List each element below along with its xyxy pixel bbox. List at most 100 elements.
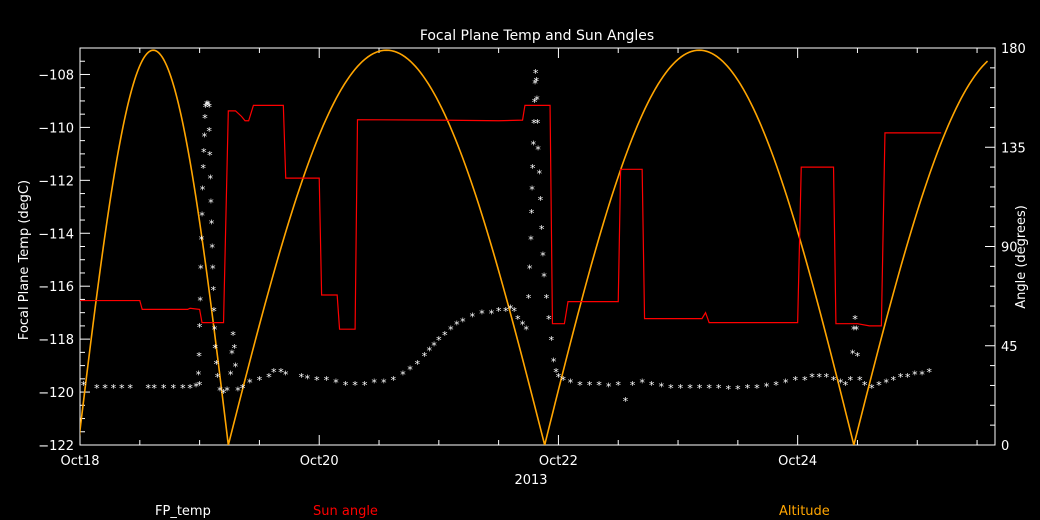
fp-temp-point: * (371, 376, 378, 389)
fp-temp-point: * (196, 379, 203, 392)
fp-temp-point: * (735, 383, 742, 396)
fp-temp-point: * (333, 376, 340, 389)
fp-temp-point: * (495, 305, 502, 318)
fp-temp-point: * (897, 371, 904, 384)
fp-temp-point: * (380, 376, 387, 389)
fp-temp-point: * (548, 334, 555, 347)
fp-temp-point: * (229, 347, 236, 360)
fp-temp-point: * (202, 112, 209, 125)
fp-temp-point: * (830, 374, 837, 387)
fp-temp-point: * (213, 358, 220, 371)
y-left-tick-label: −110 (38, 121, 74, 136)
fp-temp-point: * (151, 382, 158, 395)
fp-temp-point: * (919, 369, 926, 382)
fp-temp-point: * (217, 384, 224, 397)
fp-temp-point: * (196, 321, 203, 334)
fp-temp-point: * (208, 218, 215, 231)
fp-temp-point: * (209, 242, 216, 255)
fp-temp-point: * (529, 183, 536, 196)
fp-temp-point: * (230, 329, 237, 342)
fp-temp-point: * (560, 374, 567, 387)
fp-temp-point: * (532, 67, 539, 80)
fp-temp-point: * (725, 383, 732, 396)
fp-temp-point: * (270, 366, 277, 379)
fp-temp-point: * (197, 294, 204, 307)
fp-temp-point: * (883, 376, 890, 389)
fp-temp-point: * (519, 318, 526, 331)
x-tick-label: Oct18 (60, 454, 99, 469)
fp-temp-point: * (459, 316, 466, 329)
fp-temp-point: * (220, 387, 227, 400)
fp-temp-point: * (857, 374, 864, 387)
fp-temp-point: * (507, 302, 514, 315)
fp-temp-point: * (407, 363, 414, 376)
fp-temp-point: * (851, 324, 858, 337)
fp-temp-point: * (202, 101, 209, 114)
fp-temp-point: * (469, 310, 476, 323)
y-right-tick-label: 0 (1001, 439, 1009, 454)
fp-temp-point: * (421, 350, 428, 363)
fp-temp-point: * (235, 384, 242, 397)
fp-temp-point: * (853, 324, 860, 337)
fp-temp-point: * (80, 379, 87, 392)
fp-temp-point: * (514, 313, 521, 326)
fp-temp-point: * (523, 324, 530, 337)
fp-temp-point: * (696, 382, 703, 395)
fp-temp-point: * (546, 313, 553, 326)
fp-temp-point: * (431, 339, 438, 352)
x-tick-label: Oct24 (778, 454, 817, 469)
y-left-tick-label: −114 (38, 227, 74, 242)
legend-sun-angle: Sun angle (313, 504, 378, 519)
fp-temp-point: * (199, 183, 206, 196)
fp-temp-point: * (436, 334, 443, 347)
fp-temp-point: * (390, 374, 397, 387)
fp-temp-point: * (207, 173, 214, 186)
fp-temp-point: * (534, 117, 541, 130)
fp-temp-point: * (555, 371, 562, 384)
fp-temp-point: * (622, 395, 629, 408)
fp-temp-point: * (102, 382, 109, 395)
fp-temp-point: * (342, 379, 349, 392)
fp-temp-point: * (212, 342, 219, 355)
fp-temp-point: * (200, 146, 207, 159)
plot-area: Oct18 Oct20 Oct22 Oct24 −122 −120 −118 −116 −114… (38, 42, 1026, 469)
y-right-tick-label: 45 (1001, 340, 1018, 355)
fp-temp-point: * (278, 366, 285, 379)
fp-temp-point: * (214, 371, 221, 384)
y-left-tick-label: −120 (38, 386, 74, 401)
fp-temp-point: * (187, 382, 194, 395)
x-axis-label: 2013 (514, 473, 547, 488)
x-tick-label: Oct22 (539, 454, 578, 469)
fp-temp-point: * (706, 382, 713, 395)
fp-temp-point: * (447, 324, 454, 337)
fp-temp-point: * (541, 271, 548, 284)
sun-angle-line (80, 104, 942, 330)
fp-temp-point: * (479, 308, 486, 321)
y-right-tick-label: 180 (1001, 42, 1026, 57)
fp-temp-point: * (823, 371, 830, 384)
fp-temp-point: * (211, 305, 218, 318)
fp-temp-point: * (529, 162, 536, 175)
fp-temp-point: * (531, 96, 538, 109)
fp-temp-point: * (854, 350, 861, 363)
fp-temp-point: * (782, 376, 789, 389)
fp-temp-point: * (414, 358, 421, 371)
fp-temp-point: * (534, 93, 541, 106)
legend-altitude: Altitude (779, 504, 830, 519)
fp-temp-point: * (890, 374, 897, 387)
fp-temp-point: * (763, 380, 770, 393)
fp-temp-point: * (715, 382, 722, 395)
fp-temp-point: * (93, 382, 100, 395)
fp-temp-point: * (205, 99, 212, 112)
fp-temp-point: * (231, 342, 238, 355)
fp-temp-point: * (754, 382, 761, 395)
fp-temp-point: * (170, 382, 177, 395)
fp-temp-point: * (792, 374, 799, 387)
fp-temp-point: * (180, 382, 187, 395)
fp-temp-point: * (605, 380, 612, 393)
fp-temp-point: * (615, 379, 622, 392)
fp-temp-point: * (687, 382, 694, 395)
y-left-tick-label: −118 (38, 333, 74, 348)
